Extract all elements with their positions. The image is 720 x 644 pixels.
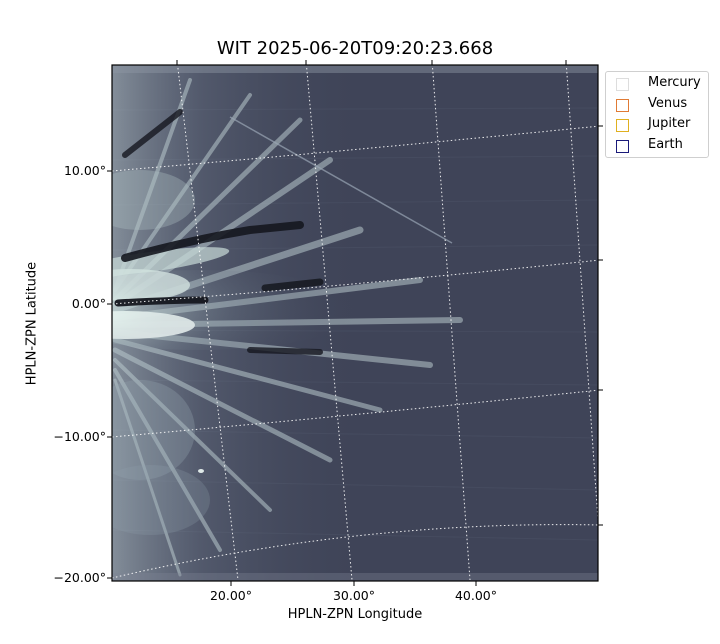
y-tick-marks [107,125,603,579]
coordinate-grid [111,59,601,581]
legend-label: Venus [648,96,688,111]
legend: Mercury Venus Jupiter Earth [605,71,709,158]
plot-title: WIT 2025-06-20T09:20:23.668 [216,38,494,59]
x-tick-label: 20.00° [209,588,253,603]
x-tick-marks [176,60,567,586]
legend-swatch [616,99,629,112]
x-axis-label: HPLN-ZPN Longitude [287,607,423,622]
legend-swatch [616,78,629,91]
y-tick-label: −20.00° [53,570,106,585]
legend-swatch [616,119,629,132]
plot-frame [111,64,599,582]
y-tick-label: 0.00° [71,296,106,311]
coronal-image [112,65,598,581]
legend-label: Mercury [648,75,701,90]
x-tick-label: 40.00° [454,588,498,603]
legend-swatch [616,140,629,153]
legend-label: Jupiter [648,116,691,131]
legend-label: Earth [648,137,683,152]
y-tick-label: 10.00° [63,163,106,178]
y-tick-label: −10.00° [53,429,106,444]
x-tick-label: 30.00° [332,588,376,603]
y-axis-label: HPLN-ZPN Latitude [24,261,40,386]
